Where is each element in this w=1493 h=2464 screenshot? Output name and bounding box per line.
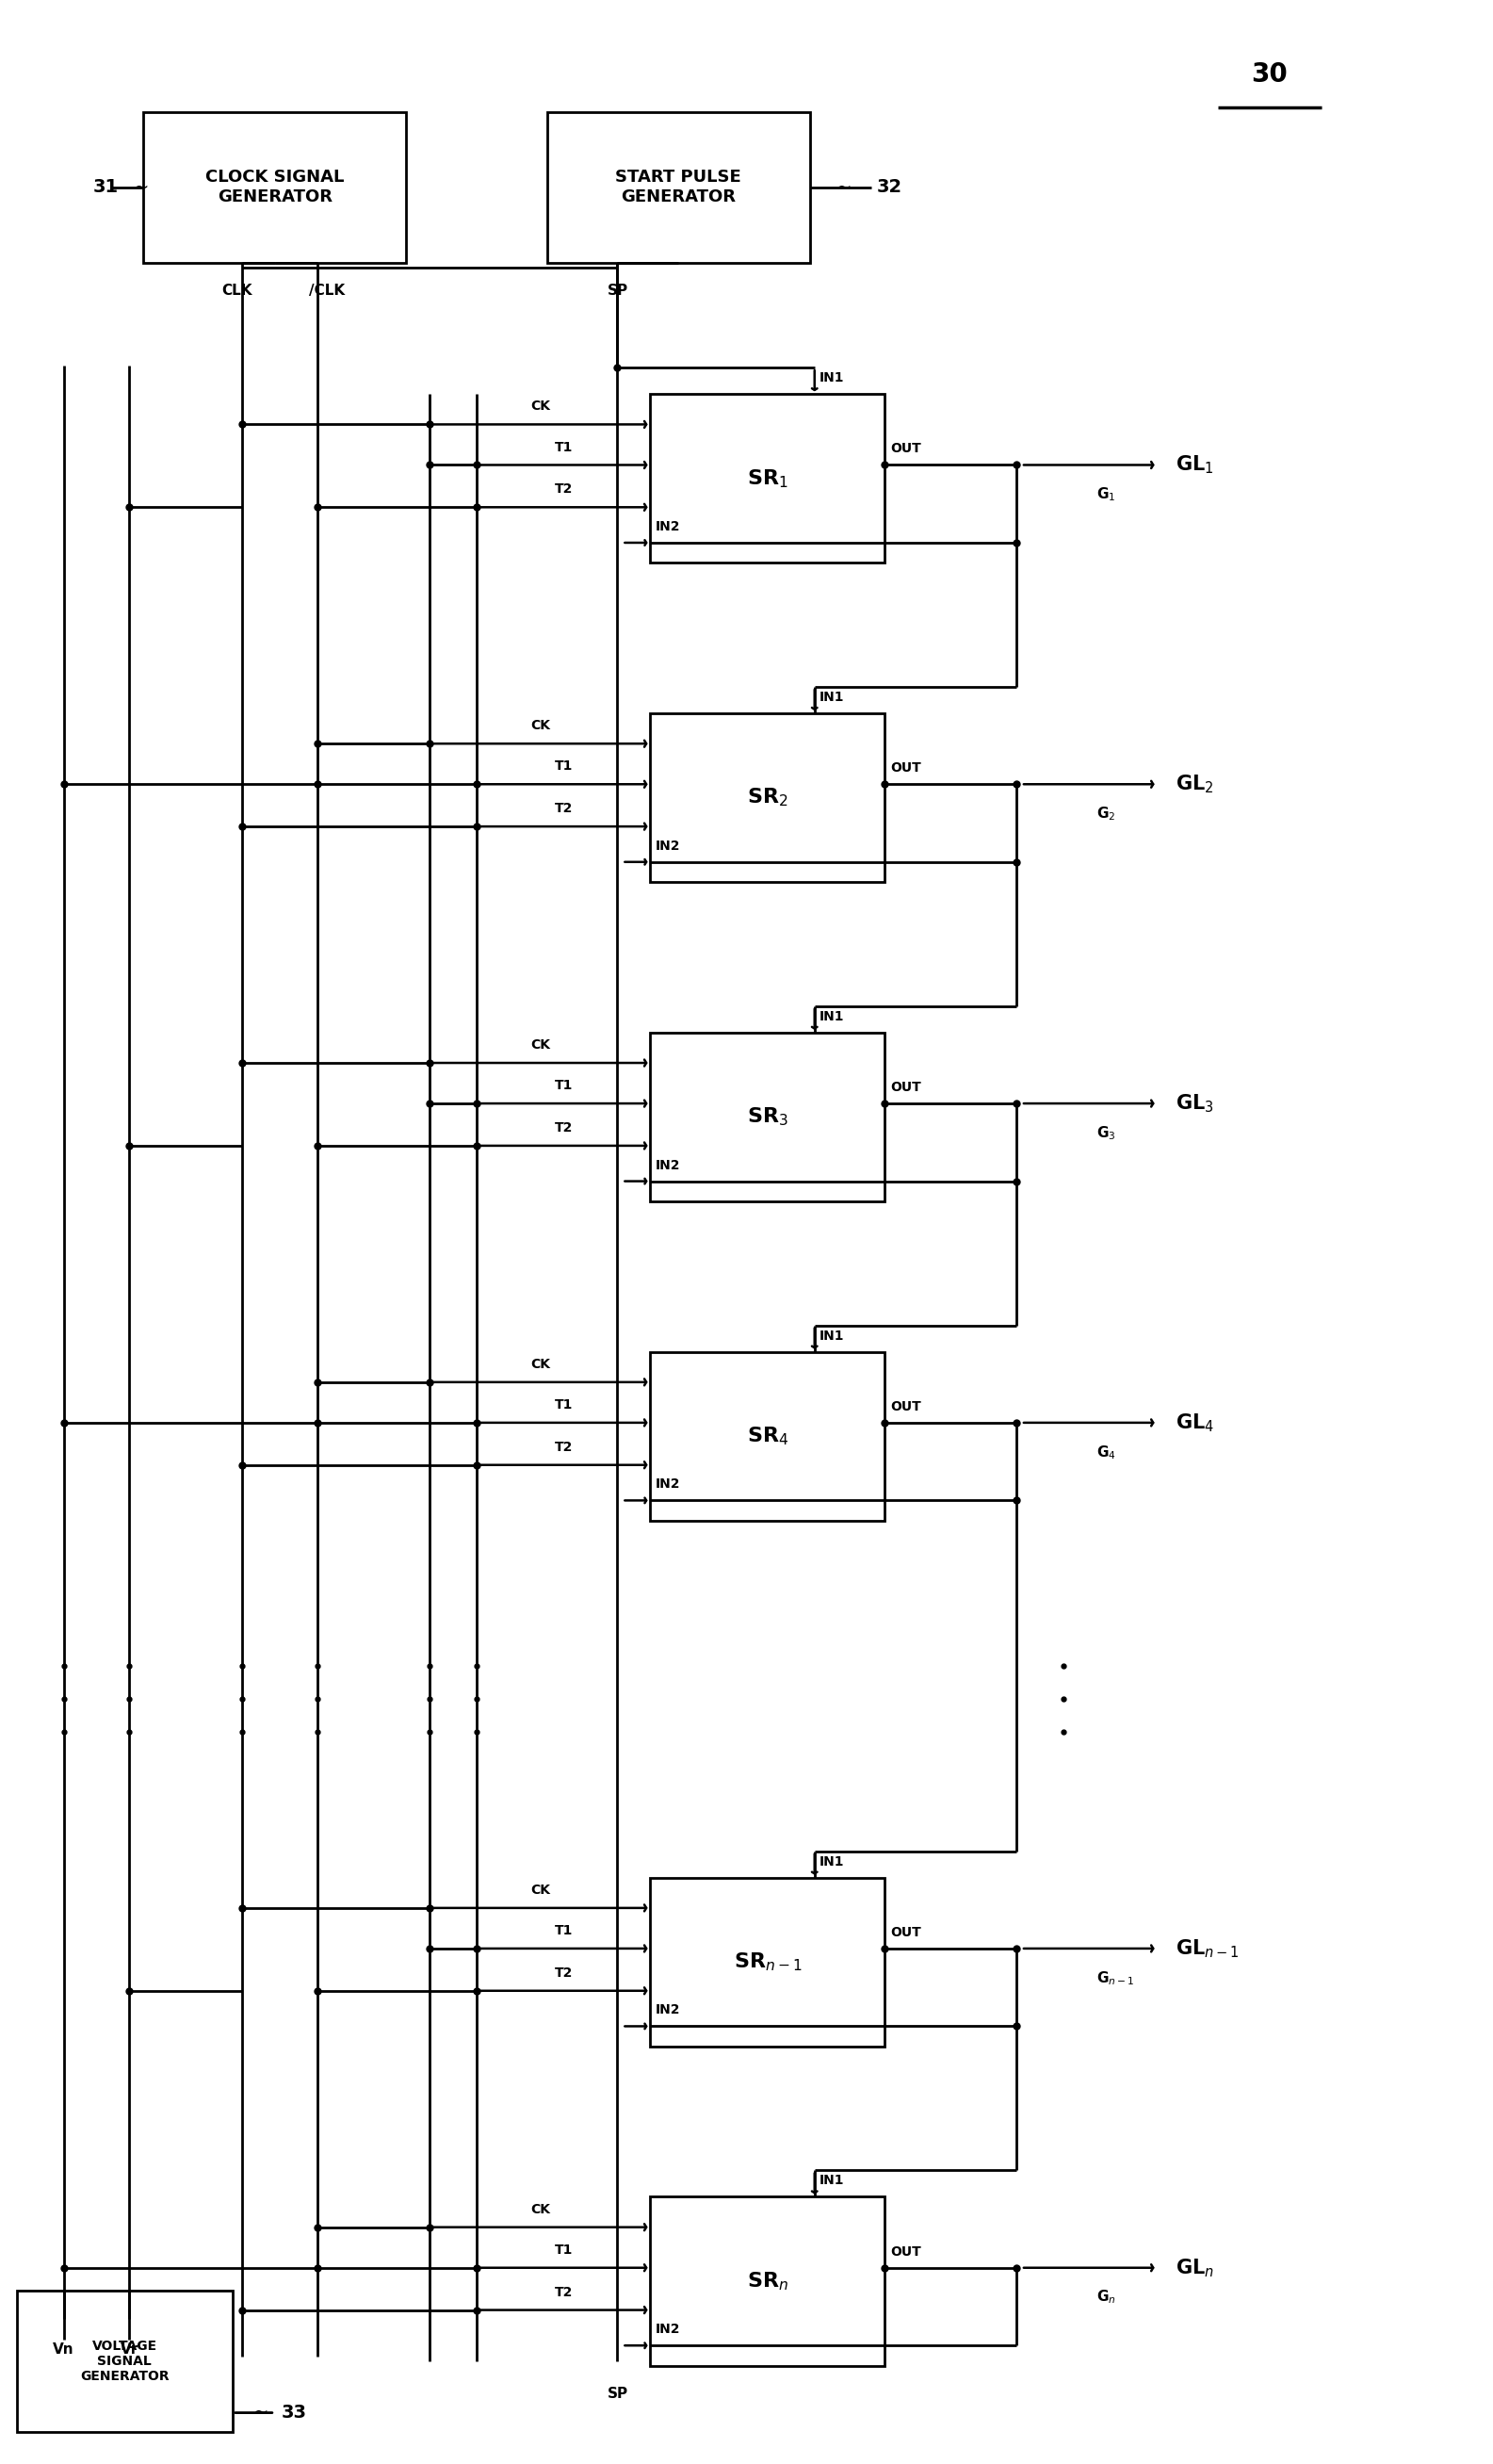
Text: CK: CK xyxy=(530,1882,549,1897)
Text: CK: CK xyxy=(530,2203,549,2215)
Text: CLK: CLK xyxy=(222,283,252,298)
Bar xyxy=(546,113,809,264)
Text: Vn: Vn xyxy=(52,2343,75,2356)
Text: 32: 32 xyxy=(876,177,902,197)
Text: G$_2$: G$_2$ xyxy=(1096,806,1115,823)
Text: IN2: IN2 xyxy=(655,1158,679,1173)
Text: IN1: IN1 xyxy=(820,1855,844,1868)
Text: START PULSE
GENERATOR: START PULSE GENERATOR xyxy=(615,170,742,205)
Text: ~: ~ xyxy=(134,177,149,197)
Text: IN1: IN1 xyxy=(820,2173,844,2188)
Text: G$_{n-1}$: G$_{n-1}$ xyxy=(1096,1969,1135,1986)
Bar xyxy=(651,1032,885,1202)
Text: GL$_2$: GL$_2$ xyxy=(1176,774,1214,796)
Text: T1: T1 xyxy=(554,1397,573,1412)
Text: SP: SP xyxy=(608,2388,629,2400)
Text: IN2: IN2 xyxy=(655,1478,679,1491)
Text: G$_4$: G$_4$ xyxy=(1096,1444,1115,1461)
Text: IN1: IN1 xyxy=(820,372,844,384)
Bar xyxy=(143,113,406,264)
Text: OUT: OUT xyxy=(891,761,921,774)
Text: CK: CK xyxy=(530,719,549,732)
Bar xyxy=(651,712,885,882)
Text: T2: T2 xyxy=(554,801,573,816)
Text: T2: T2 xyxy=(554,1441,573,1454)
Text: CK: CK xyxy=(530,1037,549,1052)
Text: T2: T2 xyxy=(554,1966,573,1979)
Text: T2: T2 xyxy=(554,1121,573,1133)
Bar xyxy=(16,2292,233,2432)
Text: GL$_{n-1}$: GL$_{n-1}$ xyxy=(1176,1937,1239,1959)
Text: T1: T1 xyxy=(554,441,573,453)
Bar xyxy=(651,1878,885,2048)
Text: 30: 30 xyxy=(1251,62,1288,89)
Text: G$_n$: G$_n$ xyxy=(1096,2289,1115,2306)
Text: IN2: IN2 xyxy=(655,2324,679,2336)
Text: SR$_1$: SR$_1$ xyxy=(746,468,788,490)
Text: GL$_4$: GL$_4$ xyxy=(1176,1412,1215,1434)
Text: CK: CK xyxy=(530,1358,549,1370)
Text: OUT: OUT xyxy=(891,444,921,456)
Text: SR$_2$: SR$_2$ xyxy=(746,786,788,808)
Text: IN1: IN1 xyxy=(820,690,844,705)
Text: G$_1$: G$_1$ xyxy=(1096,485,1115,503)
Text: SP: SP xyxy=(608,283,629,298)
Text: CK: CK xyxy=(530,399,549,414)
Text: ~: ~ xyxy=(836,177,853,197)
Text: Vr: Vr xyxy=(121,2343,139,2356)
Text: T1: T1 xyxy=(554,759,573,774)
Text: GL$_1$: GL$_1$ xyxy=(1176,453,1214,476)
Text: T2: T2 xyxy=(554,483,573,495)
Text: OUT: OUT xyxy=(891,1082,921,1094)
Text: SR$_4$: SR$_4$ xyxy=(746,1424,788,1446)
Text: T2: T2 xyxy=(554,2287,573,2299)
Text: OUT: OUT xyxy=(891,1400,921,1414)
Text: 31: 31 xyxy=(93,177,118,197)
Text: IN1: IN1 xyxy=(820,1328,844,1343)
Text: SR$_n$: SR$_n$ xyxy=(746,2269,788,2292)
Text: IN2: IN2 xyxy=(655,840,679,853)
Text: /CLK: /CLK xyxy=(309,283,345,298)
Text: GL$_3$: GL$_3$ xyxy=(1176,1092,1214,1114)
Text: VOLTAGE
SIGNAL
GENERATOR: VOLTAGE SIGNAL GENERATOR xyxy=(81,2338,169,2383)
Text: OUT: OUT xyxy=(891,1927,921,1939)
Text: T1: T1 xyxy=(554,2242,573,2257)
Text: GL$_n$: GL$_n$ xyxy=(1176,2257,1214,2279)
Text: SR$_{n-1}$: SR$_{n-1}$ xyxy=(733,1951,802,1974)
Bar xyxy=(651,394,885,562)
Bar xyxy=(651,1353,885,1520)
Text: 33: 33 xyxy=(281,2405,306,2422)
Text: IN2: IN2 xyxy=(655,520,679,532)
Text: SR$_3$: SR$_3$ xyxy=(746,1106,788,1129)
Text: OUT: OUT xyxy=(891,2245,921,2259)
Text: IN1: IN1 xyxy=(820,1010,844,1023)
Text: G$_3$: G$_3$ xyxy=(1096,1124,1115,1141)
Text: ~: ~ xyxy=(252,2405,269,2422)
Bar xyxy=(651,2198,885,2365)
Text: IN2: IN2 xyxy=(655,2003,679,2018)
Text: T1: T1 xyxy=(554,1079,573,1092)
Text: CLOCK SIGNAL
GENERATOR: CLOCK SIGNAL GENERATOR xyxy=(206,170,345,205)
Text: T1: T1 xyxy=(554,1924,573,1937)
